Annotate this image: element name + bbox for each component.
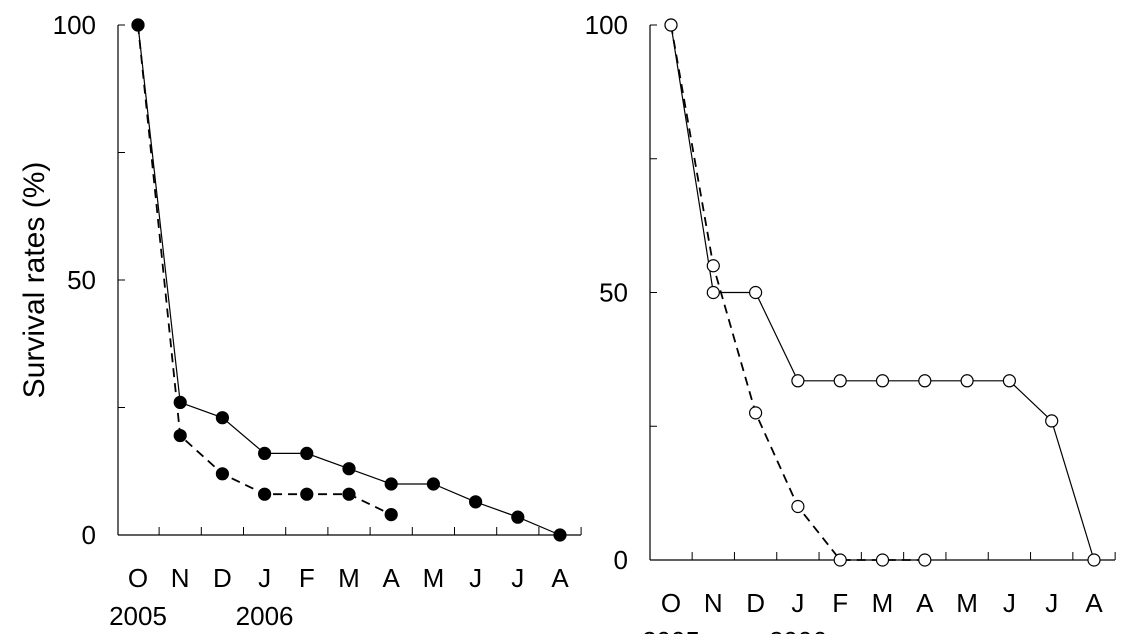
x-tick-label: M — [338, 563, 360, 593]
x-tick-label: J — [511, 563, 524, 593]
data-point-dashed — [918, 553, 932, 567]
data-point-solid — [511, 510, 525, 524]
x-tick-label: A — [1085, 588, 1103, 618]
x-tick-label: D — [746, 588, 765, 618]
year-label: 2006 — [236, 601, 294, 631]
data-point-solid — [875, 374, 890, 388]
data-point-dashed — [664, 18, 678, 32]
data-point-solid — [791, 374, 805, 388]
data-point-dashed — [300, 487, 314, 501]
y-tick-label: 100 — [53, 10, 96, 40]
x-tick-label: A — [551, 563, 569, 593]
data-point-dashed — [342, 487, 356, 501]
data-point-solid — [1087, 553, 1101, 567]
x-tick-label: M — [423, 563, 445, 593]
y-tick-label: 100 — [585, 10, 628, 40]
y-axis-label: Survival rates (%) — [18, 162, 51, 399]
data-point-solid — [258, 446, 272, 460]
x-tick-label: M — [956, 588, 978, 618]
data-point-solid — [1045, 414, 1059, 428]
data-point-dashed — [215, 467, 229, 481]
year-label: 2005 — [109, 601, 167, 631]
data-point-dashed — [131, 18, 145, 32]
x-tick-label: F — [832, 588, 848, 618]
data-point-dashed — [748, 406, 763, 420]
x-tick-label: O — [128, 563, 148, 593]
x-tick-label: M — [872, 588, 894, 618]
year-label: 2006 — [769, 626, 827, 634]
y-tick-label: 0 — [82, 520, 96, 550]
x-tick-label: F — [299, 563, 315, 593]
data-point-dashed — [258, 487, 272, 501]
series-line-dashed — [137, 24, 392, 516]
data-point-solid — [342, 462, 356, 476]
data-point-dashed — [173, 428, 187, 443]
data-point-dashed — [384, 507, 398, 522]
data-point-solid — [215, 411, 229, 425]
x-tick-label: N — [704, 588, 723, 618]
data-point-solid — [300, 446, 314, 460]
x-tick-label: D — [213, 563, 232, 593]
data-point-dashed — [706, 259, 720, 273]
data-point-dashed — [791, 499, 805, 514]
data-point-solid — [426, 477, 440, 491]
data-point-solid — [918, 374, 932, 388]
x-tick-label: O — [661, 588, 681, 618]
x-tick-label: J — [258, 563, 271, 593]
year-label: 2005 — [642, 626, 700, 634]
x-tick-label: A — [916, 588, 934, 618]
y-tick-label: 50 — [67, 265, 96, 295]
y-tick-label: 0 — [614, 545, 628, 575]
x-tick-label: J — [791, 588, 804, 618]
x-tick-label: J — [1003, 588, 1016, 618]
data-point-solid — [173, 395, 187, 409]
data-point-solid — [833, 374, 847, 388]
data-point-solid — [469, 495, 483, 509]
series-line-solid — [670, 24, 1095, 561]
x-tick-label: J — [469, 563, 482, 593]
x-tick-label: A — [383, 563, 401, 593]
data-point-solid — [706, 285, 720, 300]
x-tick-label: N — [171, 563, 190, 593]
data-point-solid — [748, 285, 763, 300]
data-point-dashed — [833, 553, 847, 567]
data-point-solid — [553, 528, 567, 542]
data-point-solid — [960, 374, 974, 388]
y-tick-label: 50 — [599, 278, 628, 308]
data-point-solid — [384, 477, 398, 491]
series-line-solid — [137, 24, 561, 536]
x-tick-label: J — [1045, 588, 1058, 618]
data-point-dashed — [875, 553, 890, 567]
data-point-solid — [1002, 374, 1017, 388]
